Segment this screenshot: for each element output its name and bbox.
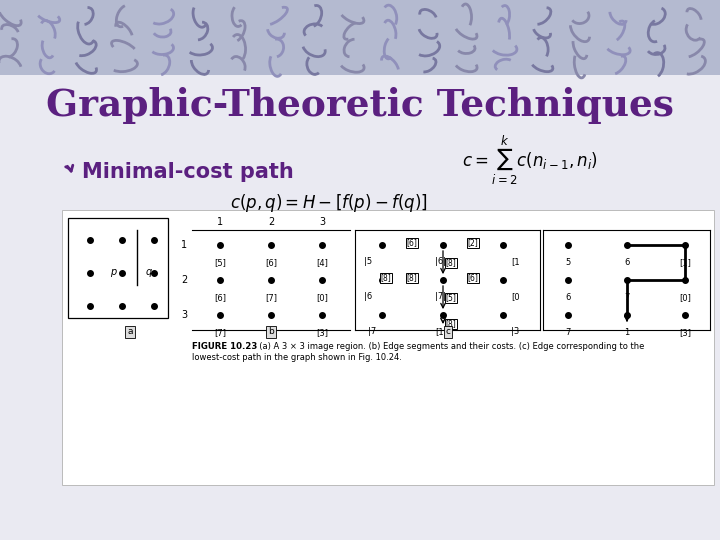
Text: b: b — [268, 327, 274, 336]
Text: [8]: [8] — [407, 273, 418, 282]
Text: 7: 7 — [565, 328, 571, 337]
Text: 1: 1 — [181, 240, 187, 250]
Text: a: a — [127, 327, 132, 336]
Text: 3: 3 — [181, 310, 187, 320]
Text: [8]: [8] — [381, 273, 392, 282]
Text: lowest-cost path in the graph shown in Fig. 10.24.: lowest-cost path in the graph shown in F… — [192, 353, 402, 362]
Text: [5]: [5] — [446, 294, 456, 302]
Text: [3]: [3] — [679, 328, 691, 337]
Text: [7]: [7] — [265, 293, 277, 302]
Text: [1]: [1] — [679, 258, 691, 267]
Text: [4]: [4] — [316, 258, 328, 267]
Text: 3: 3 — [319, 217, 325, 227]
Bar — [68, 218, 168, 318]
Text: [1: [1 — [511, 257, 520, 266]
Text: $c(p,q) = H - [f(p) - f(q)]$: $c(p,q) = H - [f(p) - f(q)]$ — [230, 192, 428, 214]
Text: 1: 1 — [217, 217, 223, 227]
Text: 6: 6 — [565, 293, 571, 302]
Text: [6]: [6] — [407, 239, 418, 247]
Text: 2: 2 — [268, 217, 274, 227]
Text: [6]: [6] — [265, 258, 277, 267]
Text: $c = \sum_{i=2}^{k} c(n_{i-1}, n_i)$: $c = \sum_{i=2}^{k} c(n_{i-1}, n_i)$ — [462, 133, 598, 187]
Text: 7: 7 — [624, 293, 630, 302]
Text: [8]: [8] — [446, 320, 456, 328]
Text: [0]: [0] — [316, 293, 328, 302]
Text: [8]: [8] — [446, 259, 456, 267]
Text: [0]: [0] — [679, 293, 691, 302]
Bar — [0, 0, 720, 75]
Text: [2]: [2] — [467, 239, 478, 247]
Text: FIGURE 10.23: FIGURE 10.23 — [192, 342, 257, 351]
Text: (a) A 3 × 3 image region. (b) Edge segments and their costs. (c) Edge correspond: (a) A 3 × 3 image region. (b) Edge segme… — [254, 342, 644, 351]
Text: |5: |5 — [364, 257, 372, 266]
Text: Graphic-Theoretic Techniques: Graphic-Theoretic Techniques — [46, 86, 674, 124]
Text: Minimal-cost path: Minimal-cost path — [82, 162, 294, 182]
Text: 6: 6 — [624, 258, 630, 267]
Text: [6]: [6] — [467, 273, 478, 282]
Text: |7|: |7| — [436, 292, 446, 301]
Bar — [62, 210, 714, 485]
Text: 2: 2 — [181, 275, 187, 285]
Text: [7]: [7] — [214, 328, 226, 337]
Text: [6]: [6] — [214, 293, 226, 302]
Text: [1]: [1] — [265, 328, 277, 337]
Text: |3: |3 — [511, 327, 519, 336]
Text: $p$: $p$ — [110, 267, 118, 279]
Text: c: c — [446, 327, 451, 336]
Text: |6|: |6| — [436, 257, 446, 266]
Text: [1]: [1] — [435, 327, 447, 336]
Text: 5: 5 — [565, 258, 571, 267]
Text: [3]: [3] — [316, 328, 328, 337]
Text: 1: 1 — [624, 328, 629, 337]
Text: [0: [0 — [511, 292, 520, 301]
Text: [5]: [5] — [214, 258, 226, 267]
Text: |7: |7 — [368, 327, 377, 336]
Text: $q$: $q$ — [145, 267, 153, 279]
Text: |6: |6 — [364, 292, 372, 301]
